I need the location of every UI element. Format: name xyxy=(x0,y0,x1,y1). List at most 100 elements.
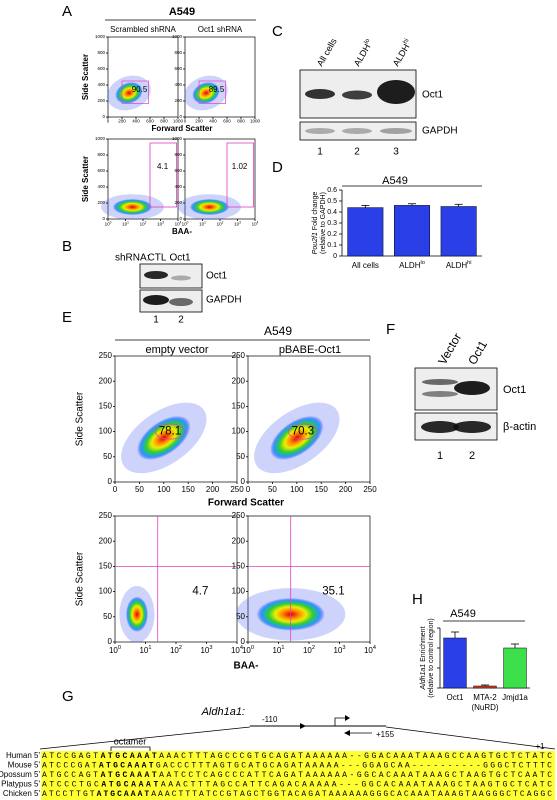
x-tick-label: 150 xyxy=(182,485,196,494)
panel-label: H xyxy=(412,591,423,608)
x-tick-label: 104 xyxy=(175,220,182,226)
band xyxy=(305,128,335,134)
plot-subtitle: pBABE-Oct1 xyxy=(279,344,341,356)
tick-exp: 3 xyxy=(239,220,241,224)
y-tick-label: 0.2 xyxy=(327,231,337,238)
x-tick-label-text: MTA-2 xyxy=(473,693,497,702)
y-tick-label: 250 xyxy=(232,351,246,360)
x-tick-label: 101 xyxy=(122,220,129,226)
band xyxy=(422,391,458,397)
species-label: Chicken 5' xyxy=(3,789,41,798)
y-tick-label: 600 xyxy=(97,168,105,173)
x-tick-label: 200 xyxy=(195,119,203,124)
y-tick-label: 0 xyxy=(179,216,182,221)
axis-label: BAA- xyxy=(234,661,259,672)
lane-number: 3 xyxy=(393,147,399,158)
axis-label-text: Enrichment xyxy=(420,626,427,663)
y-tick-label: 1000 xyxy=(95,34,106,39)
axis-label: (relative to GAPDH) xyxy=(320,192,327,254)
bar xyxy=(443,637,467,689)
x-tick-label: 100 xyxy=(105,220,112,226)
tick-base: 10 xyxy=(140,222,146,227)
y-tick-label: 0 xyxy=(241,477,246,486)
band xyxy=(144,271,168,279)
y-tick-label: 0.6 xyxy=(327,187,337,194)
y-tick-label: 150 xyxy=(232,562,246,571)
lane-number: 2 xyxy=(178,315,184,326)
lane-label: CTL xyxy=(148,253,167,264)
y-tick-label: 200 xyxy=(232,536,246,545)
y-tick-label: 600 xyxy=(174,168,182,173)
tick-exp: 2 xyxy=(145,220,147,224)
y-tick-label: 0.5 xyxy=(327,198,337,205)
y-tick-label: 600 xyxy=(97,66,105,71)
x-tick-label: 50 xyxy=(135,485,144,494)
y-tick-label: 0 xyxy=(108,637,113,646)
x-tick-note: (NuRD) xyxy=(471,703,498,712)
tick-base: 10 xyxy=(200,646,209,655)
tick-exp: 0 xyxy=(110,220,112,224)
x-tick-label: MTA-2 xyxy=(473,693,497,702)
y-tick-label: 800 xyxy=(174,50,182,55)
tick-base: 10 xyxy=(139,646,148,655)
x-tick-label: 101 xyxy=(199,220,206,226)
tick-base: 10 xyxy=(234,222,240,227)
zoom-line xyxy=(39,726,251,750)
x-tick-label: 100 xyxy=(290,485,304,494)
band xyxy=(453,421,491,433)
gate xyxy=(198,80,226,104)
x-tick-label: 400 xyxy=(132,119,140,124)
y-tick-label: 100 xyxy=(232,427,246,436)
x-tick-label: 600 xyxy=(223,119,231,124)
tick-exp: 4 xyxy=(240,645,243,651)
x-tick-label-text: ALDH xyxy=(446,261,468,270)
tick-exp: 2 xyxy=(222,220,224,224)
y-tick-label: 1000 xyxy=(172,136,183,141)
x-tick-label: 103 xyxy=(200,645,212,655)
x-tick-label: 200 xyxy=(339,485,353,494)
y-tick-label: 200 xyxy=(97,98,105,103)
tss-arrow xyxy=(334,717,345,726)
gene-name: Aldh1a1: xyxy=(201,706,245,718)
sequence: ATCCCTGC ATGCAAAT AAACTTTAGCCATTCAGACAAAAA… xyxy=(42,781,552,790)
bar xyxy=(394,205,430,257)
tick-base: 10 xyxy=(364,646,373,655)
y-tick-label: 0.3 xyxy=(327,220,337,227)
x-tick-label: 800 xyxy=(237,119,245,124)
panel-label: A xyxy=(62,3,72,20)
lane-label: ALDHlo xyxy=(351,37,375,68)
tick-base: 10 xyxy=(333,646,342,655)
lane-label: ALDHhi xyxy=(390,38,414,69)
y-tick-label: 200 xyxy=(174,98,182,103)
y-tick-label: 0 xyxy=(179,114,182,119)
tick-exp: 1 xyxy=(281,645,284,651)
tick-base: 10 xyxy=(272,646,281,655)
x-tick-label: 100 xyxy=(109,645,121,655)
y-tick-label: 400 xyxy=(97,184,105,189)
y-tick-label: 200 xyxy=(99,536,113,545)
band xyxy=(342,128,372,134)
x-tick-label: 100 xyxy=(182,220,189,226)
plot-subtitle: empty vector xyxy=(146,344,209,356)
tick-base: 10 xyxy=(109,646,118,655)
x-tick-label: Jmjd1a xyxy=(502,693,528,702)
x-tick-label: 400 xyxy=(209,119,217,124)
band xyxy=(380,128,412,134)
gate-value: 90.5 xyxy=(132,85,148,94)
arrowhead xyxy=(344,730,350,736)
y-tick-label: 100 xyxy=(99,427,113,436)
gate-value: 70.3 xyxy=(292,426,314,438)
panel-label: F xyxy=(386,321,395,338)
panel-label: E xyxy=(62,309,72,326)
lane-label-text: ALDH xyxy=(352,42,373,68)
arrowhead xyxy=(300,723,306,729)
plot-frame xyxy=(107,36,179,118)
band-label: Oct1 xyxy=(503,384,526,396)
y-tick-label: 1000 xyxy=(172,34,183,39)
tick-base: 10 xyxy=(199,222,205,227)
plot-subtitle: Scrambled shRNA xyxy=(110,25,176,34)
y-tick-label: 250 xyxy=(99,351,113,360)
tick-exp: 1 xyxy=(148,645,151,651)
cloud-density xyxy=(125,596,148,632)
